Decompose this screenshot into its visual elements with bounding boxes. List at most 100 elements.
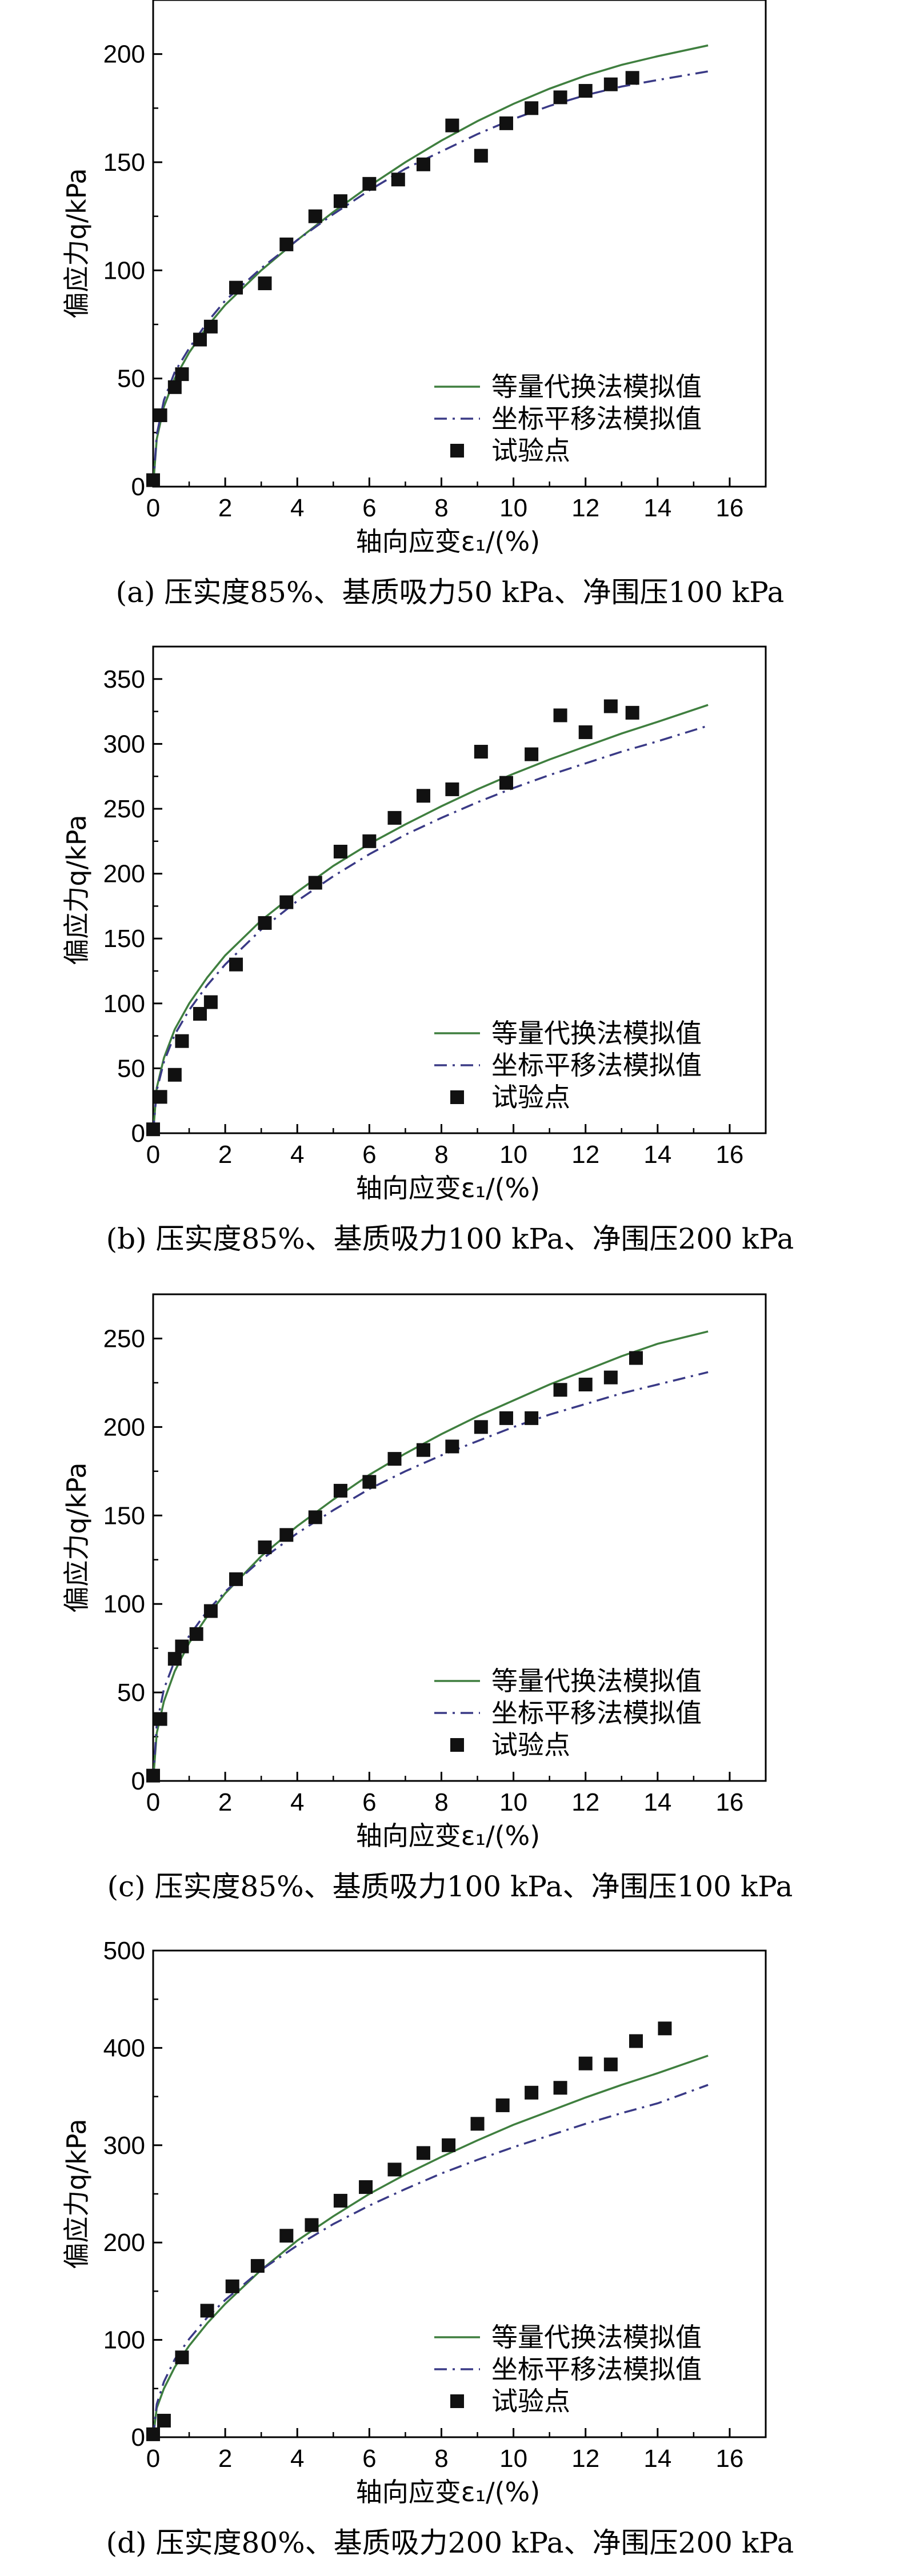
data-point [146,473,160,487]
chart-panel-3: 0 2 4 6 8 10 12 14 16 0 100 200 300 400 500 轴向应变ε₁/(%) 偏… [0,1936,900,2576]
x-tick-label: 0 [146,1141,160,1169]
data-point [525,1411,539,1425]
data-point [146,2427,160,2441]
x-tick-label: 4 [290,1141,304,1169]
data-point [603,1370,618,1385]
data-point [387,2162,402,2177]
y-axis-label: 偏应力q/kPa [61,2118,92,2269]
y-tick-label: 150 [103,1502,145,1530]
data-point [308,209,322,223]
chart-svg: 0 2 4 6 8 10 12 14 16 0 50 100 150 200 250 300 350 轴向应变ε₁… [61,645,767,1203]
data-point [499,116,513,130]
data-point [250,2259,265,2273]
y-tick-label: 100 [103,1590,145,1618]
data-point [474,745,488,759]
data-point [359,2180,373,2194]
x-tick-label: 2 [218,2445,232,2473]
data-point [578,1378,593,1392]
data-point [603,699,618,713]
y-tick-label: 300 [103,730,145,758]
data-point [495,2098,510,2112]
data-point [603,77,618,91]
chart-svg: 0 2 4 6 8 10 12 14 16 0 50 100 150 200 250 轴向应变ε₁/(%) 偏应… [61,1293,767,1851]
data-point [258,276,272,291]
x-axis-label: 轴向应变ε₁/(%) [356,1820,540,1851]
y-tick-label: 300 [103,2132,145,2160]
x-tick-label: 6 [362,494,376,522]
data-point [499,776,513,790]
legend-label: 试验点 [491,435,570,466]
data-point [175,1639,189,1654]
chart-panel-1: 0 2 4 6 8 10 12 14 16 0 50 100 150 200 250 300 350 轴向应变ε₁… [0,645,900,1285]
y-tick-label: 150 [103,149,145,176]
legend-label: 坐标平移法模拟值 [491,403,702,434]
data-point [387,810,402,825]
data-point [474,149,488,163]
x-tick-label: 10 [499,1141,527,1169]
x-axis-label: 轴向应变ε₁/(%) [356,526,540,557]
plot-frame [152,0,767,488]
data-point [629,2034,643,2048]
figure-caption: (b) 压实度85%、基质吸力100 kPa、净围压200 kPa [106,1222,794,1255]
data-point [279,1528,294,1542]
y-axis-label: 偏应力q/kPa [61,814,92,965]
x-tick-label: 10 [499,2445,527,2473]
y-tick-label: 50 [117,1679,145,1707]
data-point [442,2138,456,2152]
x-tick-label: 10 [499,1788,527,1816]
data-point [445,782,459,796]
data-point [203,1604,218,1618]
data-point [625,71,639,85]
y-tick-label: 400 [103,2034,145,2062]
series-line-0 [153,704,709,1133]
chart-svg: 0 2 4 6 8 10 12 14 16 0 50 100 150 200 轴向应变ε₁/(%) 偏应力q/… [61,0,767,557]
x-tick-label: 6 [362,1141,376,1169]
x-tick-label: 0 [146,494,160,522]
x-tick-label: 0 [146,1788,160,1816]
x-tick-label: 12 [571,1788,599,1816]
legend-label: 试验点 [491,1730,570,1760]
y-tick-label: 200 [103,860,145,888]
data-point [279,895,294,909]
data-point [578,2056,593,2071]
data-point [578,84,593,98]
data-point [279,2229,294,2243]
data-point [146,1122,160,1137]
data-point [553,708,567,723]
legend-marker [450,2394,464,2408]
data-point [258,916,272,930]
y-tick-label: 200 [103,1413,145,1441]
data-point [167,1652,182,1666]
y-tick-label: 250 [103,1325,145,1353]
data-point [333,2193,347,2208]
data-point [193,1006,207,1021]
x-tick-label: 16 [715,1788,743,1816]
y-tick-label: 250 [103,795,145,823]
y-tick-label: 0 [131,473,145,501]
data-point [258,1540,272,1555]
legend-label: 坐标平移法模拟值 [491,2354,702,2385]
data-point [416,789,430,803]
legend-label: 等量代换法模拟值 [491,2322,702,2353]
data-point [391,172,405,187]
y-axis-label: 偏应力q/kPa [61,168,92,318]
x-tick-label: 2 [218,494,232,522]
data-point [333,1483,347,1498]
x-tick-label: 6 [362,2445,376,2473]
chart-svg: 0 2 4 6 8 10 12 14 16 0 100 200 300 400 500 轴向应变ε₁/(%) 偏… [61,1937,767,2507]
legend-label: 坐标平移法模拟值 [491,1698,702,1728]
x-tick-label: 14 [643,494,671,522]
y-tick-label: 500 [103,1937,145,1965]
legend-marker [450,1738,464,1752]
data-point [578,725,593,739]
data-point [203,319,218,334]
figure-caption: (a) 压实度85%、基质吸力50 kPa、净围压100 kPa [115,576,785,609]
x-tick-label: 10 [499,494,527,522]
x-tick-label: 4 [290,1788,304,1816]
data-point [203,995,218,1009]
y-tick-label: 0 [131,1120,145,1147]
figure-caption: (d) 压实度80%、基质吸力200 kPa、净围压200 kPa [106,2526,794,2559]
x-tick-label: 14 [643,1788,671,1816]
legend-label: 坐标平移法模拟值 [491,1050,702,1081]
data-point [279,237,294,251]
